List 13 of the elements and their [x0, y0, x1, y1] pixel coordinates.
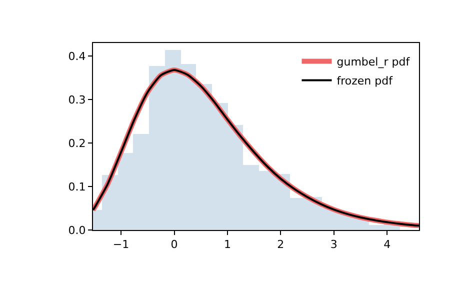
- x-tick-label: −1: [112, 238, 130, 252]
- y-tick-label: 0.0: [68, 224, 86, 237]
- x-tick-label: 2: [277, 238, 284, 252]
- legend-label: gumbel_r pdf: [336, 56, 411, 69]
- y-tick-label: 0.1: [68, 180, 86, 194]
- y-tick-label: 0.4: [68, 50, 86, 63]
- x-tick-label: 0: [170, 238, 178, 252]
- x-tick-label: 4: [384, 238, 391, 252]
- y-tick-label: 0.3: [68, 93, 86, 106]
- x-tick-label: 3: [330, 238, 338, 252]
- x-tick-label: 1: [224, 238, 231, 252]
- y-tick-label: 0.2: [68, 136, 86, 150]
- legend-label: frozen pdf: [336, 74, 394, 88]
